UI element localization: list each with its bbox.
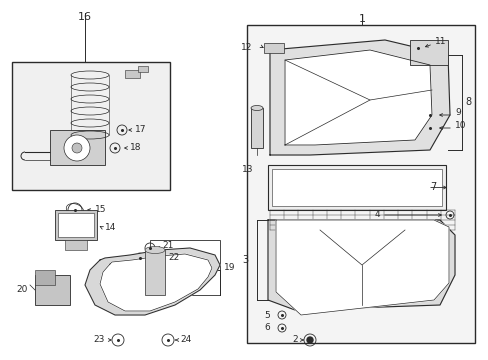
Bar	[138, 66, 148, 72]
Text: 8: 8	[464, 97, 470, 107]
Text: 5: 5	[264, 310, 269, 320]
Text: 13: 13	[242, 165, 253, 174]
Polygon shape	[100, 254, 212, 311]
Text: 22: 22	[168, 253, 179, 262]
Text: 7: 7	[429, 183, 435, 193]
Text: 6: 6	[264, 324, 269, 333]
Polygon shape	[285, 50, 431, 145]
Bar	[58, 213, 94, 237]
Text: 23: 23	[93, 336, 105, 345]
Text: 4: 4	[374, 211, 379, 220]
Text: 10: 10	[454, 121, 466, 130]
Circle shape	[306, 337, 312, 343]
Bar	[12, 62, 170, 190]
Bar	[35, 275, 70, 305]
Text: 20: 20	[17, 285, 28, 294]
Bar	[35, 270, 55, 285]
Bar	[250, 108, 263, 148]
Text: 2: 2	[292, 336, 297, 345]
Circle shape	[72, 143, 82, 153]
Text: 9: 9	[454, 108, 460, 117]
Bar	[267, 165, 445, 210]
Bar	[271, 169, 441, 206]
Text: 21: 21	[162, 240, 173, 249]
Bar	[125, 70, 140, 78]
Text: 19: 19	[224, 264, 235, 273]
Text: 14: 14	[105, 224, 116, 233]
Text: 12: 12	[240, 42, 251, 51]
Text: 3: 3	[242, 255, 247, 265]
Bar	[150, 240, 220, 295]
Bar	[246, 25, 474, 343]
Text: 18: 18	[130, 144, 141, 153]
Text: 17: 17	[135, 126, 146, 135]
Text: 15: 15	[95, 206, 106, 215]
Text: 1: 1	[358, 14, 365, 24]
Text: 16: 16	[78, 12, 92, 22]
Polygon shape	[267, 220, 454, 310]
Bar	[264, 43, 284, 53]
Bar	[409, 40, 447, 65]
Text: 11: 11	[434, 37, 446, 46]
Circle shape	[64, 135, 90, 161]
Bar	[55, 210, 97, 240]
Ellipse shape	[145, 247, 164, 253]
Bar	[50, 130, 105, 165]
Text: 24: 24	[180, 336, 191, 345]
Polygon shape	[85, 248, 220, 315]
Bar	[145, 250, 164, 295]
Bar	[65, 240, 87, 250]
Ellipse shape	[250, 105, 263, 111]
Polygon shape	[269, 40, 449, 155]
Polygon shape	[275, 220, 448, 315]
